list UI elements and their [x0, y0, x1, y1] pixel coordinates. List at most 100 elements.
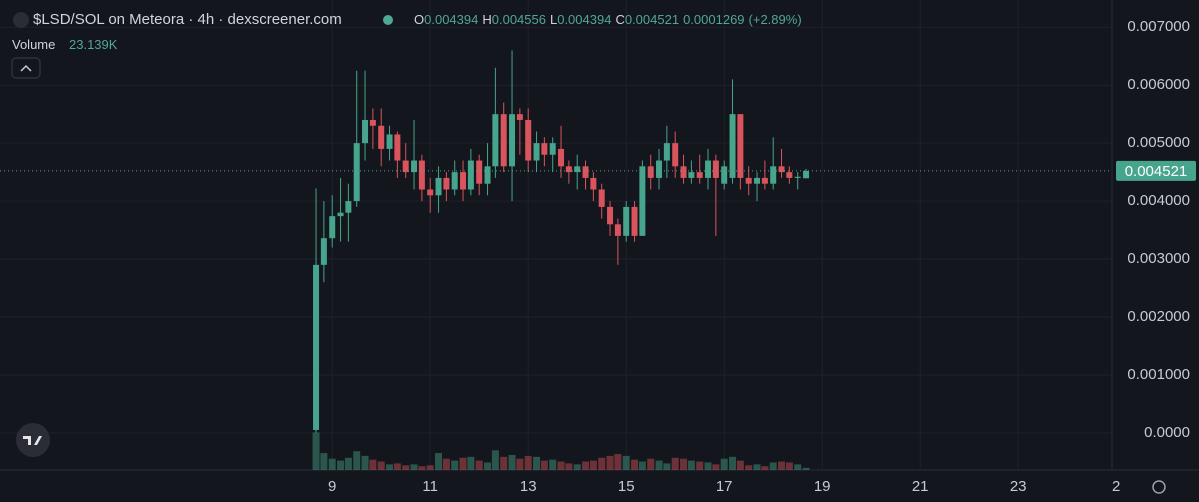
candle-body — [778, 166, 785, 173]
y-tick-label: 0.001000 — [1127, 366, 1190, 383]
volume-bar — [418, 466, 426, 470]
volume-bar — [729, 456, 737, 470]
candle-body — [672, 143, 679, 167]
y-tick-label: 0.004000 — [1127, 192, 1190, 209]
candle-body — [386, 134, 393, 149]
status-dot — [383, 15, 393, 25]
volume-bar — [426, 465, 434, 470]
volume-bar — [785, 462, 793, 470]
candle-body — [614, 224, 621, 236]
candle-body — [574, 166, 581, 173]
header: $LSD/SOL on Meteora · 4h · dexscreener.c… — [33, 11, 346, 28]
volume-bar — [565, 463, 573, 470]
tv-logo[interactable] — [16, 423, 50, 457]
volume-bar — [524, 455, 532, 470]
y-tick-label: 0.003000 — [1127, 250, 1190, 267]
x-tick-label: 23 — [1010, 478, 1027, 495]
candle-body — [558, 148, 565, 167]
candle-body — [337, 212, 344, 217]
last-price-tag — [1116, 160, 1196, 181]
volume-bar — [589, 460, 597, 470]
x-tick-label: 21 — [912, 478, 929, 495]
volume-bar — [631, 459, 639, 470]
volume-bar — [484, 462, 492, 470]
volume-bar — [778, 461, 786, 470]
candle-body — [794, 176, 801, 178]
volume-bar — [451, 460, 459, 470]
volume-bar — [696, 461, 704, 470]
volume-value: 23.139K — [69, 37, 118, 52]
volume-bar — [516, 458, 524, 470]
tv-logo-mark — [23, 436, 42, 445]
volume-bar — [369, 459, 377, 470]
candle-body — [467, 160, 474, 190]
collapse-icon[interactable] — [20, 64, 32, 72]
candle-body — [427, 189, 434, 196]
x-tick-label: 9 — [328, 478, 336, 495]
volume-bar — [802, 467, 810, 470]
candle-body — [803, 170, 810, 179]
ohlc-value: 0.004394 — [557, 12, 612, 27]
candles — [0, 50, 1112, 470]
candle-body — [313, 264, 320, 431]
volume-bar — [320, 453, 328, 470]
y-tick-label: 0.006000 — [1127, 76, 1190, 93]
volume-bar — [312, 432, 320, 470]
candle-body — [369, 119, 376, 126]
candle-body — [443, 177, 450, 190]
candle-body — [509, 114, 516, 167]
volume-bar — [386, 464, 394, 470]
ohlc-value: 0.004521 — [624, 12, 680, 27]
volume-bar — [606, 455, 614, 470]
candle-body — [476, 160, 483, 184]
settings-icon[interactable] — [1152, 480, 1166, 494]
volume-bar — [557, 461, 565, 470]
volume-bar — [712, 464, 720, 470]
volume-bar — [614, 454, 622, 470]
volume-bar — [533, 456, 541, 470]
y-tick-label: 0.0000 — [1144, 424, 1190, 441]
volume-bar — [745, 465, 753, 470]
volume-bar — [491, 450, 499, 470]
ohlc-label: L — [549, 12, 558, 27]
candle-body — [329, 216, 336, 239]
ohlc-value: 0.004394 — [424, 12, 479, 27]
candle-body — [484, 166, 491, 184]
volume-bar — [704, 462, 712, 470]
collapse-button[interactable] — [11, 57, 41, 79]
ohlc-label: C — [615, 12, 625, 27]
volume-bar — [753, 464, 761, 470]
candle-body — [345, 201, 352, 213]
volume-bar — [337, 460, 345, 470]
change-pct: (+2.89%) — [748, 12, 802, 27]
candle-body — [598, 189, 605, 207]
volume-bar — [361, 455, 369, 470]
candle-body — [639, 166, 646, 236]
volume-bar — [467, 456, 475, 470]
candle-body — [590, 177, 597, 190]
candle-body — [607, 206, 614, 225]
volume-bar — [549, 459, 557, 470]
candle-body — [541, 143, 548, 155]
candle-body — [786, 172, 793, 178]
volume-bar — [344, 457, 352, 470]
candle-body — [623, 206, 630, 236]
candle-body — [721, 166, 728, 184]
candle-body — [418, 160, 425, 190]
volume-bar — [655, 460, 663, 470]
ohlc-value: 0.004556 — [491, 12, 546, 27]
candle-body — [549, 143, 556, 155]
candle-body — [394, 134, 401, 161]
candle-body — [500, 114, 507, 167]
volume-bar — [508, 454, 516, 470]
volume-bar — [647, 458, 655, 470]
volume-bar — [671, 457, 679, 470]
candle-body — [729, 114, 736, 178]
volume-bar — [540, 460, 548, 470]
candle-body — [378, 125, 385, 149]
x-tick-label: 11 — [422, 478, 438, 495]
volume-bar — [663, 463, 671, 470]
ohlc: O0.004394 H0.004556 L0.004394 C0.004521 0.00… — [414, 12, 806, 27]
